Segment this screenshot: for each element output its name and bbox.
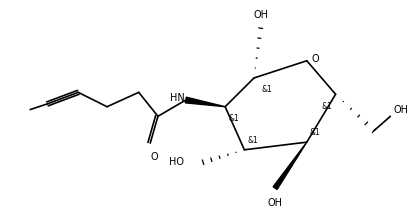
Text: &1: &1: [227, 114, 238, 123]
Text: O: O: [150, 152, 157, 162]
Polygon shape: [185, 97, 225, 107]
Text: &1: &1: [247, 136, 257, 145]
Text: O: O: [311, 54, 319, 64]
Text: OH: OH: [253, 10, 267, 20]
Polygon shape: [272, 142, 306, 189]
Text: &1: &1: [309, 128, 320, 137]
Text: HO: HO: [169, 157, 183, 167]
Text: OH: OH: [392, 105, 407, 115]
Text: HN: HN: [170, 93, 184, 103]
Text: &1: &1: [261, 85, 272, 94]
Text: &1: &1: [321, 102, 332, 111]
Text: OH: OH: [267, 198, 282, 208]
